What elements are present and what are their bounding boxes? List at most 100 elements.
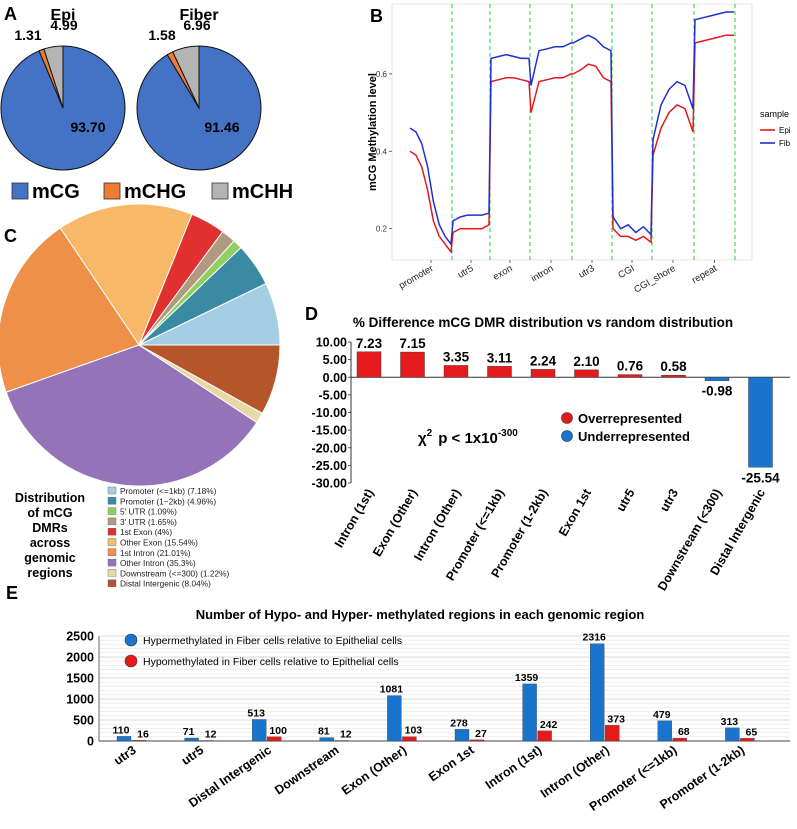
counts-value-hypo-2: 100 [269,725,287,737]
dmr-legend-swatch-3 [107,517,117,526]
diff-bar-8 [704,377,730,381]
diff-bar-4 [530,369,556,378]
counts-y-tick-label-3: 1000 [66,693,94,707]
diff-bar-6 [617,374,643,378]
legend-swatch-mcg [11,182,29,200]
counts-y-tick-label-4: 500 [73,714,94,728]
counts-bar-hypo-0 [131,740,147,742]
diff-legend-over-swatch [561,412,573,424]
dmr-legend-swatch-2 [107,507,117,515]
dmr-legend-label-5: Other Exon (15.54%) [120,538,198,548]
dmr-pie-slice-7 [5,344,258,487]
counts-bar-hypo-7 [605,725,620,742]
panel-label-d: D [305,304,318,324]
line-y-label: mCG Methylation level [367,73,379,191]
panel-label-e: E [6,583,18,603]
counts-value-hyper-2: 513 [247,707,265,719]
dmr-legend-swatch-9 [107,579,117,587]
pie-epi [0,45,126,171]
diff-value-label-3: 3.11 [487,350,513,365]
line-y-tick-label-1: 0.4 [376,147,388,156]
diff-category-6: utr5 [614,486,638,513]
dmr-legend-swatch-6 [107,548,117,556]
diff-chart-title: % Difference mCG DMR distribution vs ran… [353,315,733,330]
counts-value-hyper-6: 1359 [515,672,539,684]
dmr-legend-swatch-5 [107,538,117,546]
counts-bar-hypo-6 [537,730,552,742]
counts-chart-title: Number of Hypo- and Hyper- methylated re… [196,607,645,622]
counts-y-tick-label-2: 1500 [66,672,94,686]
line-legend-title: sample [760,109,789,119]
diff-value-label-0: 7.23 [356,336,383,351]
panel-b-line-chart: 0.2 0.4 0.6 promoter utr5 exon intron utr3 CGIC… [367,3,791,296]
diff-y-tick-label-1: 5.00 [323,353,347,367]
counts-category-1: utr5 [179,743,206,768]
dmr-legend-swatch-4 [107,528,117,536]
dmr-distribution-pie [0,203,281,487]
dmr-legend-swatch-8 [107,569,117,577]
pie-epi-slice-mchh [43,45,64,109]
line-x-label-cgi_shore: CGI_shore [632,263,677,295]
counts-category-5: Exon 1st [426,743,477,785]
dmr-pie-slice-6 [0,227,140,393]
counts-value-hyper-1: 71 [183,726,195,738]
line-series [409,11,734,254]
diff-legend-under: Underrepresented [578,429,690,444]
pie-fiber-mchg-label: 1.58 [148,27,175,43]
panel-a-pies: Epi Fiber 1.31 4.99 93.70 1.58 6.96 91.4… [0,7,293,203]
line-series-epi [409,34,734,254]
pie-epi-title: Epi [51,7,76,24]
counts-value-hypo-9: 65 [746,726,758,738]
counts-bar-hyper-1 [184,737,199,742]
panel-label-b: B [370,6,383,26]
diff-legend-over: Overrepresented [578,411,682,426]
panel-label-a: A [4,4,17,24]
counts-bar-hyper-4 [387,695,402,742]
dmr-legend-label-2: 5' UTR (1.09%) [120,507,177,517]
dmr-legend-label-1: Promoter (1−2kb) (4.96%) [120,496,216,506]
line-y-axis: 0.2 0.4 0.6 [376,70,392,234]
counts-category-4: Exon (Other) [339,743,409,798]
counts-legend-hyper-swatch [124,633,138,647]
counts-value-hyper-0: 110 [113,724,130,736]
dmr-pie-legend: Promoter (<=1kb) (7.18%)Promoter (1−2kb)… [107,486,230,589]
counts-value-hypo-5: 27 [475,728,487,740]
counts-value-hypo-0: 16 [137,728,149,740]
p-value-text: p < 1x10 [438,430,498,447]
dmr-legend-swatch-1 [107,497,117,505]
counts-y-tick-label-5: 0 [87,735,94,749]
diff-y-tick-label-0: 10.00 [316,336,347,350]
legend-swatch-mchh [211,182,229,200]
panel-c-pie: Distribution of mCG DMRs across genomic … [0,203,281,589]
counts-category-3: Downstream [272,743,341,798]
diff-y-tick-label-6: -20.00 [312,441,347,455]
diff-bar-9 [748,377,773,468]
pie-fiber-title: Fiber [179,7,218,24]
line-x-label-exon: exon [491,263,514,283]
diff-category-5: Exon 1st [556,486,595,539]
counts-y-tick-label-1: 2000 [66,651,94,665]
diff-value-label-4: 2.24 [530,353,557,368]
counts-bar-hypo-8 [672,737,687,742]
counts-legend-hypo-swatch [124,654,138,668]
legend-label-mcg: mCG [32,181,80,203]
counts-bar-hyper-0 [116,736,132,742]
pie-fiber-slice-mchh [172,45,200,109]
pie-fiber [136,45,262,171]
counts-legend-hyper: Hypermethylated in Fiber cells relative … [143,635,402,647]
counts-legend-hypo: Hypomethylated in Fiber cells relative t… [143,656,399,668]
diff-y-tick-label-7: -25.00 [312,459,347,473]
line-x-label-promoter: promoter [397,263,435,292]
counts-value-hypo-6: 242 [540,719,558,731]
diff-bar-5 [574,369,599,378]
diff-category-7: utr3 [657,486,681,513]
counts-value-hyper-8: 479 [653,709,671,721]
counts-y-tick-label-0: 2500 [66,630,94,644]
chi-square-annotation: χ2 p < 1x10-300 [418,428,518,447]
line-x-label-intron: intron [529,263,555,284]
diff-bar-2 [443,365,469,378]
line-series-fib [409,11,734,247]
legend-swatch-mchg [103,182,121,200]
counts-bar-hyper-7 [590,643,605,742]
dmr-legend-swatch-0 [107,486,117,495]
